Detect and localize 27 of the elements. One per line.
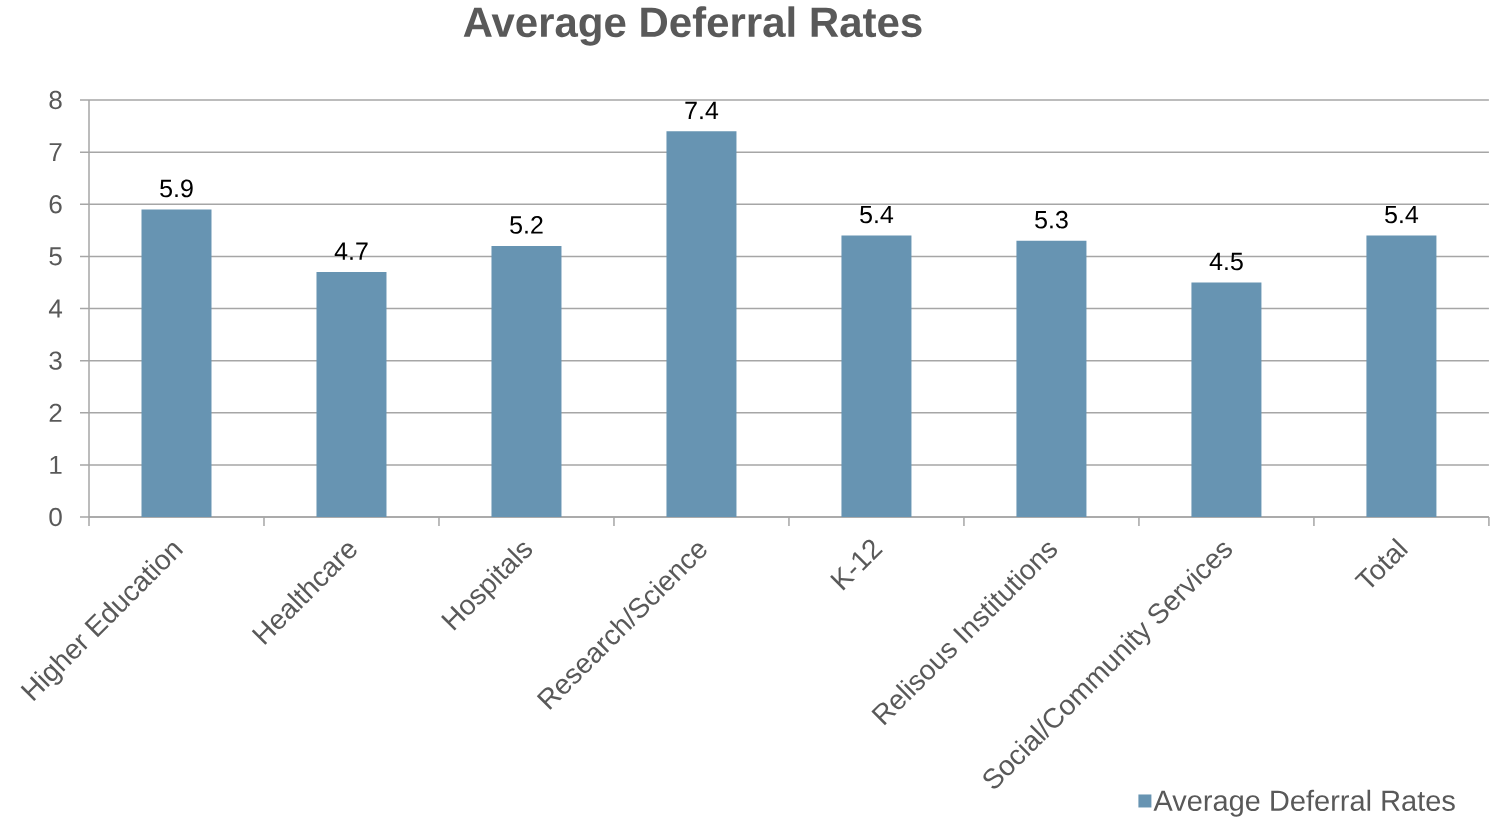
bar [1191,282,1262,517]
data-label: 5.4 [1385,205,1419,224]
bar [841,235,912,517]
y-tick-label: 4 [48,299,63,318]
y-tick-label: 8 [49,90,62,110]
y-tick-label: 0 [49,507,62,527]
bar [141,209,212,517]
y-tick-label: 2 [49,403,62,422]
y-tick-label: 5 [49,247,62,266]
data-label: 4.5 [1209,252,1243,271]
chart-title: Average Deferral Rates [463,6,922,46]
bar [1366,235,1437,517]
legend-label: Average Deferral Rates [1153,789,1455,817]
data-label: 5.9 [160,179,193,198]
bar [666,131,737,517]
data-label: 7.4 [685,101,719,120]
y-tick-label: 1 [50,455,62,474]
y-tick-label: 7 [49,143,62,162]
bar [491,245,562,517]
data-label: 4.7 [334,242,368,260]
data-label: 5.4 [860,205,894,224]
bar [1016,240,1087,517]
data-label: 5.2 [510,216,543,234]
bar [316,272,387,517]
y-tick-label: 6 [49,195,62,214]
data-label: 5.3 [1035,210,1068,229]
y-tick-label: 3 [49,351,62,370]
